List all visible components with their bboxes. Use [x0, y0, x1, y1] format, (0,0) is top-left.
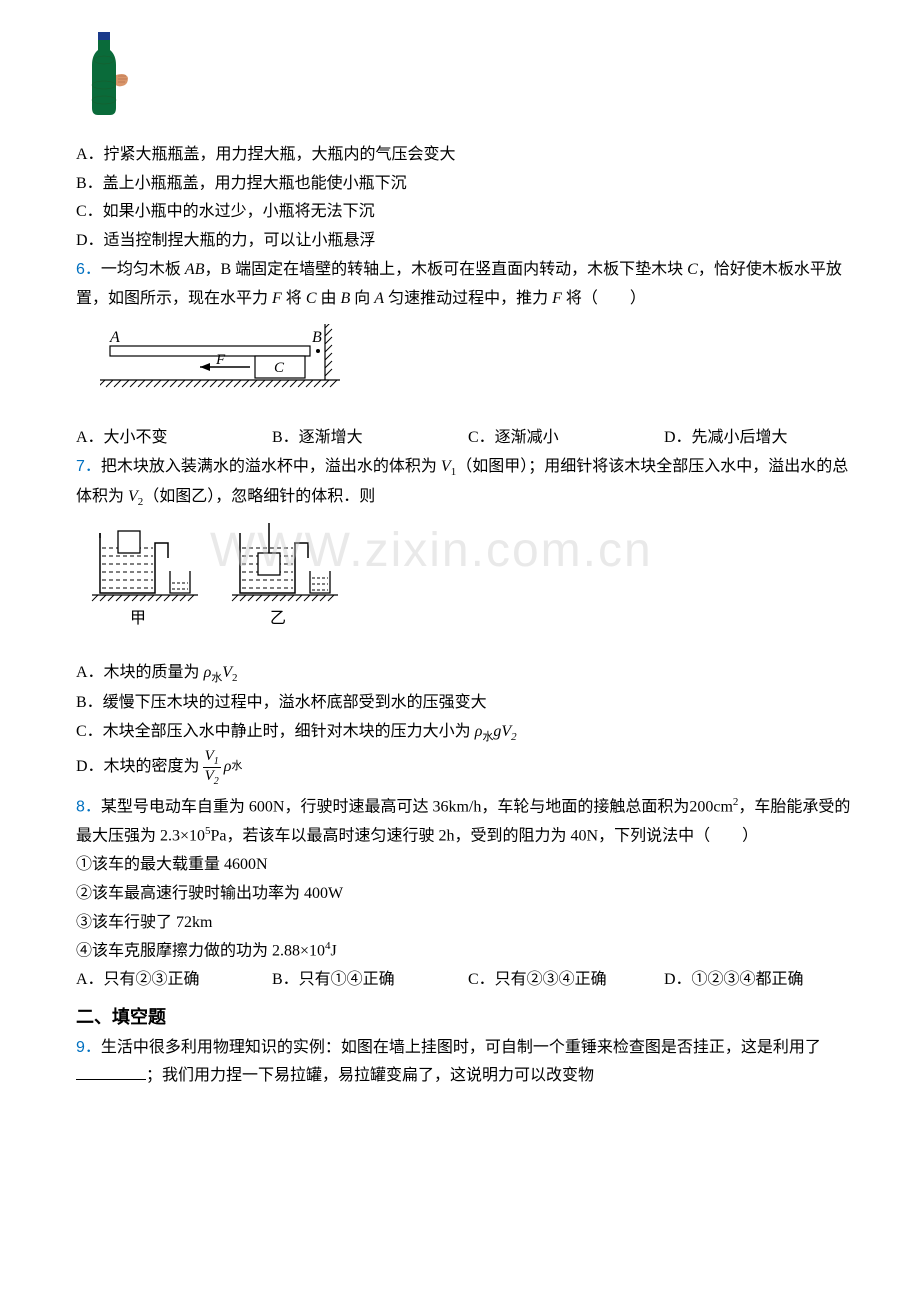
svg-text:C: C [274, 360, 285, 376]
bottle-figure [80, 30, 130, 120]
q6-number: 6． [76, 261, 101, 278]
q7a-2: 2 [232, 672, 238, 684]
q6-f2: F [552, 290, 562, 307]
q7-opt-b: B．缓慢下压木块的过程中，溢水杯底部受到水的压强变大 [76, 689, 860, 718]
q7d-sub: 水 [231, 757, 242, 777]
q7-opt-c: C．木块全部压入水中静止时，细针对木块的压力大小为 ρ水gV2 [76, 718, 860, 748]
q8-text3: Pa，若该车以最高时速匀速行驶 2h，受到的阻力为 40N，下列说法中（ ） [211, 827, 759, 844]
q7d-fraction: V1 V2 [203, 748, 221, 787]
frac-den-v: V [205, 768, 214, 784]
page-content: A．拧紧大瓶瓶盖，用力捏大瓶，大瓶内的气压会变大 B．盖上小瓶瓶盖，用力捏大瓶也… [60, 20, 860, 1091]
q6-text8: 将（ ） [562, 290, 646, 307]
q7-opt-a: A．木块的质量为 ρ水V2 [76, 659, 860, 689]
q7-text3: （如图乙），忽略细针的体积．则 [143, 488, 375, 505]
q6-text4: 将 [282, 290, 306, 307]
q7c-2: 2 [511, 731, 517, 743]
q5-option-b: B．盖上小瓶瓶盖，用力捏大瓶也能使小瓶下沉 [76, 170, 860, 199]
q9-text1: 生活中很多利用物理知识的实例：如图在墙上挂图时，可自制一个重锤来检查图是否挂正，… [101, 1039, 821, 1056]
q9-text2: ；我们用力捏一下易拉罐，易拉罐变扁了，这说明力可以改变物 [146, 1067, 594, 1084]
q6-c2: C [306, 290, 317, 307]
q6-stem: 6．一均匀木板 AB，B 端固定在墙壁的转轴上，木板可在竖直面内转动，木板下垫木… [76, 256, 860, 314]
q7-number: 7． [76, 458, 101, 475]
q6-opt-d: D．先减小后增大 [664, 424, 860, 453]
q6-text5: 由 [316, 290, 340, 307]
q6-diagram: A B C F [100, 324, 350, 404]
q8-number: 8． [76, 798, 101, 815]
q7a-sub: 水 [211, 672, 222, 684]
q8-opt-d: D．①②③④都正确 [664, 966, 860, 995]
frac-num-v: V [205, 748, 214, 764]
q9-number: 9． [76, 1039, 101, 1056]
q6-opt-c: C．逐渐减小 [468, 424, 664, 453]
q8-opt-a: A．只有②③正确 [76, 966, 272, 995]
q6-c: C [687, 261, 698, 278]
q6-text6: 向 [350, 290, 374, 307]
q7-v2v: V [128, 488, 138, 505]
q7d-text: D．木块的密度为 [76, 753, 200, 782]
q7-v1v: V [441, 458, 451, 475]
q7c-text: C．木块全部压入水中静止时，细针对木块的压力大小为 [76, 723, 475, 740]
q5-option-c: C．如果小瓶中的水过少，小瓶将无法下沉 [76, 198, 860, 227]
q7d-rho: ρ [224, 753, 232, 782]
frac-num-1: 1 [214, 756, 219, 767]
q7-stem: 7．把木块放入装满水的溢水杯中，溢出水的体积为 V1（如图甲）；用细针将该木块全… [76, 453, 860, 513]
q6-text7: 匀速推动过程中，推力 [384, 290, 552, 307]
q8-o1: ①该车的最大载重量 4600N [76, 851, 860, 880]
q6-b2: B [341, 290, 351, 307]
q6-f: F [272, 290, 282, 307]
q7a-v: V [222, 664, 232, 681]
q6-text1: 一均匀木板 [101, 261, 181, 278]
q9-blank[interactable] [76, 1064, 146, 1080]
q7c-g: gV [493, 723, 511, 740]
svg-text:乙: 乙 [270, 610, 286, 627]
svg-text:B: B [312, 329, 322, 346]
q8-opt-c: C．只有②③④正确 [468, 966, 664, 995]
svg-text:甲: 甲 [130, 610, 146, 627]
q9-stem: 9．生活中很多利用物理知识的实例：如图在墙上挂图时，可自制一个重锤来检查图是否挂… [76, 1034, 860, 1092]
q8-o2: ②该车最高速行驶时输出功率为 400W [76, 880, 860, 909]
q8-o4-t2: J [331, 943, 337, 960]
q6-options: A．大小不变 B．逐渐增大 C．逐渐减小 D．先减小后增大 [76, 424, 860, 453]
q5-option-d: D．适当控制捏大瓶的力，可以让小瓶悬浮 [76, 227, 860, 256]
q7-opt-d: D．木块的密度为 V1 V2 ρ水 [76, 748, 860, 787]
q8-opt-b: B．只有①④正确 [272, 966, 468, 995]
q8-o4-t1: ④该车克服摩擦力做的功为 2.88×10 [76, 943, 325, 960]
q6-a2: A [374, 290, 384, 307]
q6-text2: ，B 端固定在墙壁的转轴上，木板可在竖直面内转动，木板下垫木块 [204, 261, 687, 278]
section-2-heading: 二、填空题 [76, 1001, 860, 1033]
q8-text1: 某型号电动车自重为 600N，行驶时速最高可达 36km/h，车轮与地面的接触总… [101, 798, 733, 815]
q7-text1: 把木块放入装满水的溢水杯中，溢出水的体积为 [101, 458, 441, 475]
q8-stem: 8．某型号电动车自重为 600N，行驶时速最高可达 36km/h，车轮与地面的接… [76, 793, 860, 851]
q6-opt-b: B．逐渐增大 [272, 424, 468, 453]
svg-text:A: A [109, 329, 120, 346]
q8-o4: ④该车克服摩擦力做的功为 2.88×104J [76, 937, 860, 966]
q6-opt-a: A．大小不变 [76, 424, 272, 453]
frac-den-2: 2 [214, 776, 219, 787]
q7-diagram: 甲 乙 [90, 523, 370, 638]
svg-text:F: F [215, 352, 226, 368]
q7a-text: A．木块的质量为 [76, 664, 204, 681]
q7c-sub: 水 [482, 731, 493, 743]
q8-options: A．只有②③正确 B．只有①④正确 C．只有②③④正确 D．①②③④都正确 [76, 966, 860, 995]
q5-option-a: A．拧紧大瓶瓶盖，用力捏大瓶，大瓶内的气压会变大 [76, 141, 860, 170]
q8-o3: ③该车行驶了 72km [76, 909, 860, 938]
q6-ab: AB [185, 261, 205, 278]
